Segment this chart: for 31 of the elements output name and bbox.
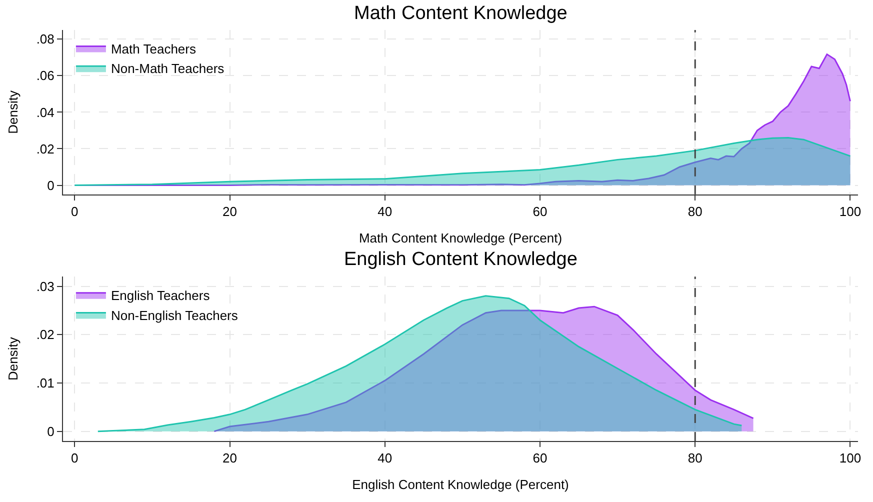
x-axis-title: English Content Knowledge (Percent) [352,477,569,492]
y-tick-label: 0 [47,178,54,193]
y-tick-label: .04 [36,104,54,120]
legend-label: Non-English Teachers [110,308,238,323]
x-tick-label: 80 [688,450,702,466]
legend-label: Non-Math Teachers [110,61,225,76]
x-tick-label: 60 [532,204,548,219]
y-axis-title: Density [5,336,20,380]
x-tick-label: 100 [839,450,862,466]
y-axis-title: Density [5,90,20,134]
x-tick-label: 80 [688,204,702,219]
y-tick-label: 0 [47,424,54,439]
y-tick-label: .08 [36,32,54,47]
x-tick-label: 60 [532,450,548,466]
x-tick-label: 40 [378,204,392,219]
chart-title: English Content Knowledge [344,249,578,270]
y-tick-label: .01 [36,376,54,391]
y-tick-label: .03 [36,278,54,294]
x-tick-label: 0 [71,450,78,466]
x-tick-label: 20 [222,450,237,466]
x-tick-label: 20 [222,204,237,219]
x-tick-label: 0 [71,204,78,219]
legend-label: Math Teachers [110,41,196,56]
y-tick-label: .02 [36,327,54,342]
x-tick-label: 100 [839,204,862,219]
y-tick-label: .02 [36,141,54,156]
y-tick-label: .06 [36,68,54,84]
legend-label: English Teachers [110,288,210,303]
chart-title: Math Content Knowledge [354,3,568,24]
x-tick-label: 40 [378,450,392,466]
x-axis-title: Math Content Knowledge (Percent) [358,230,562,246]
